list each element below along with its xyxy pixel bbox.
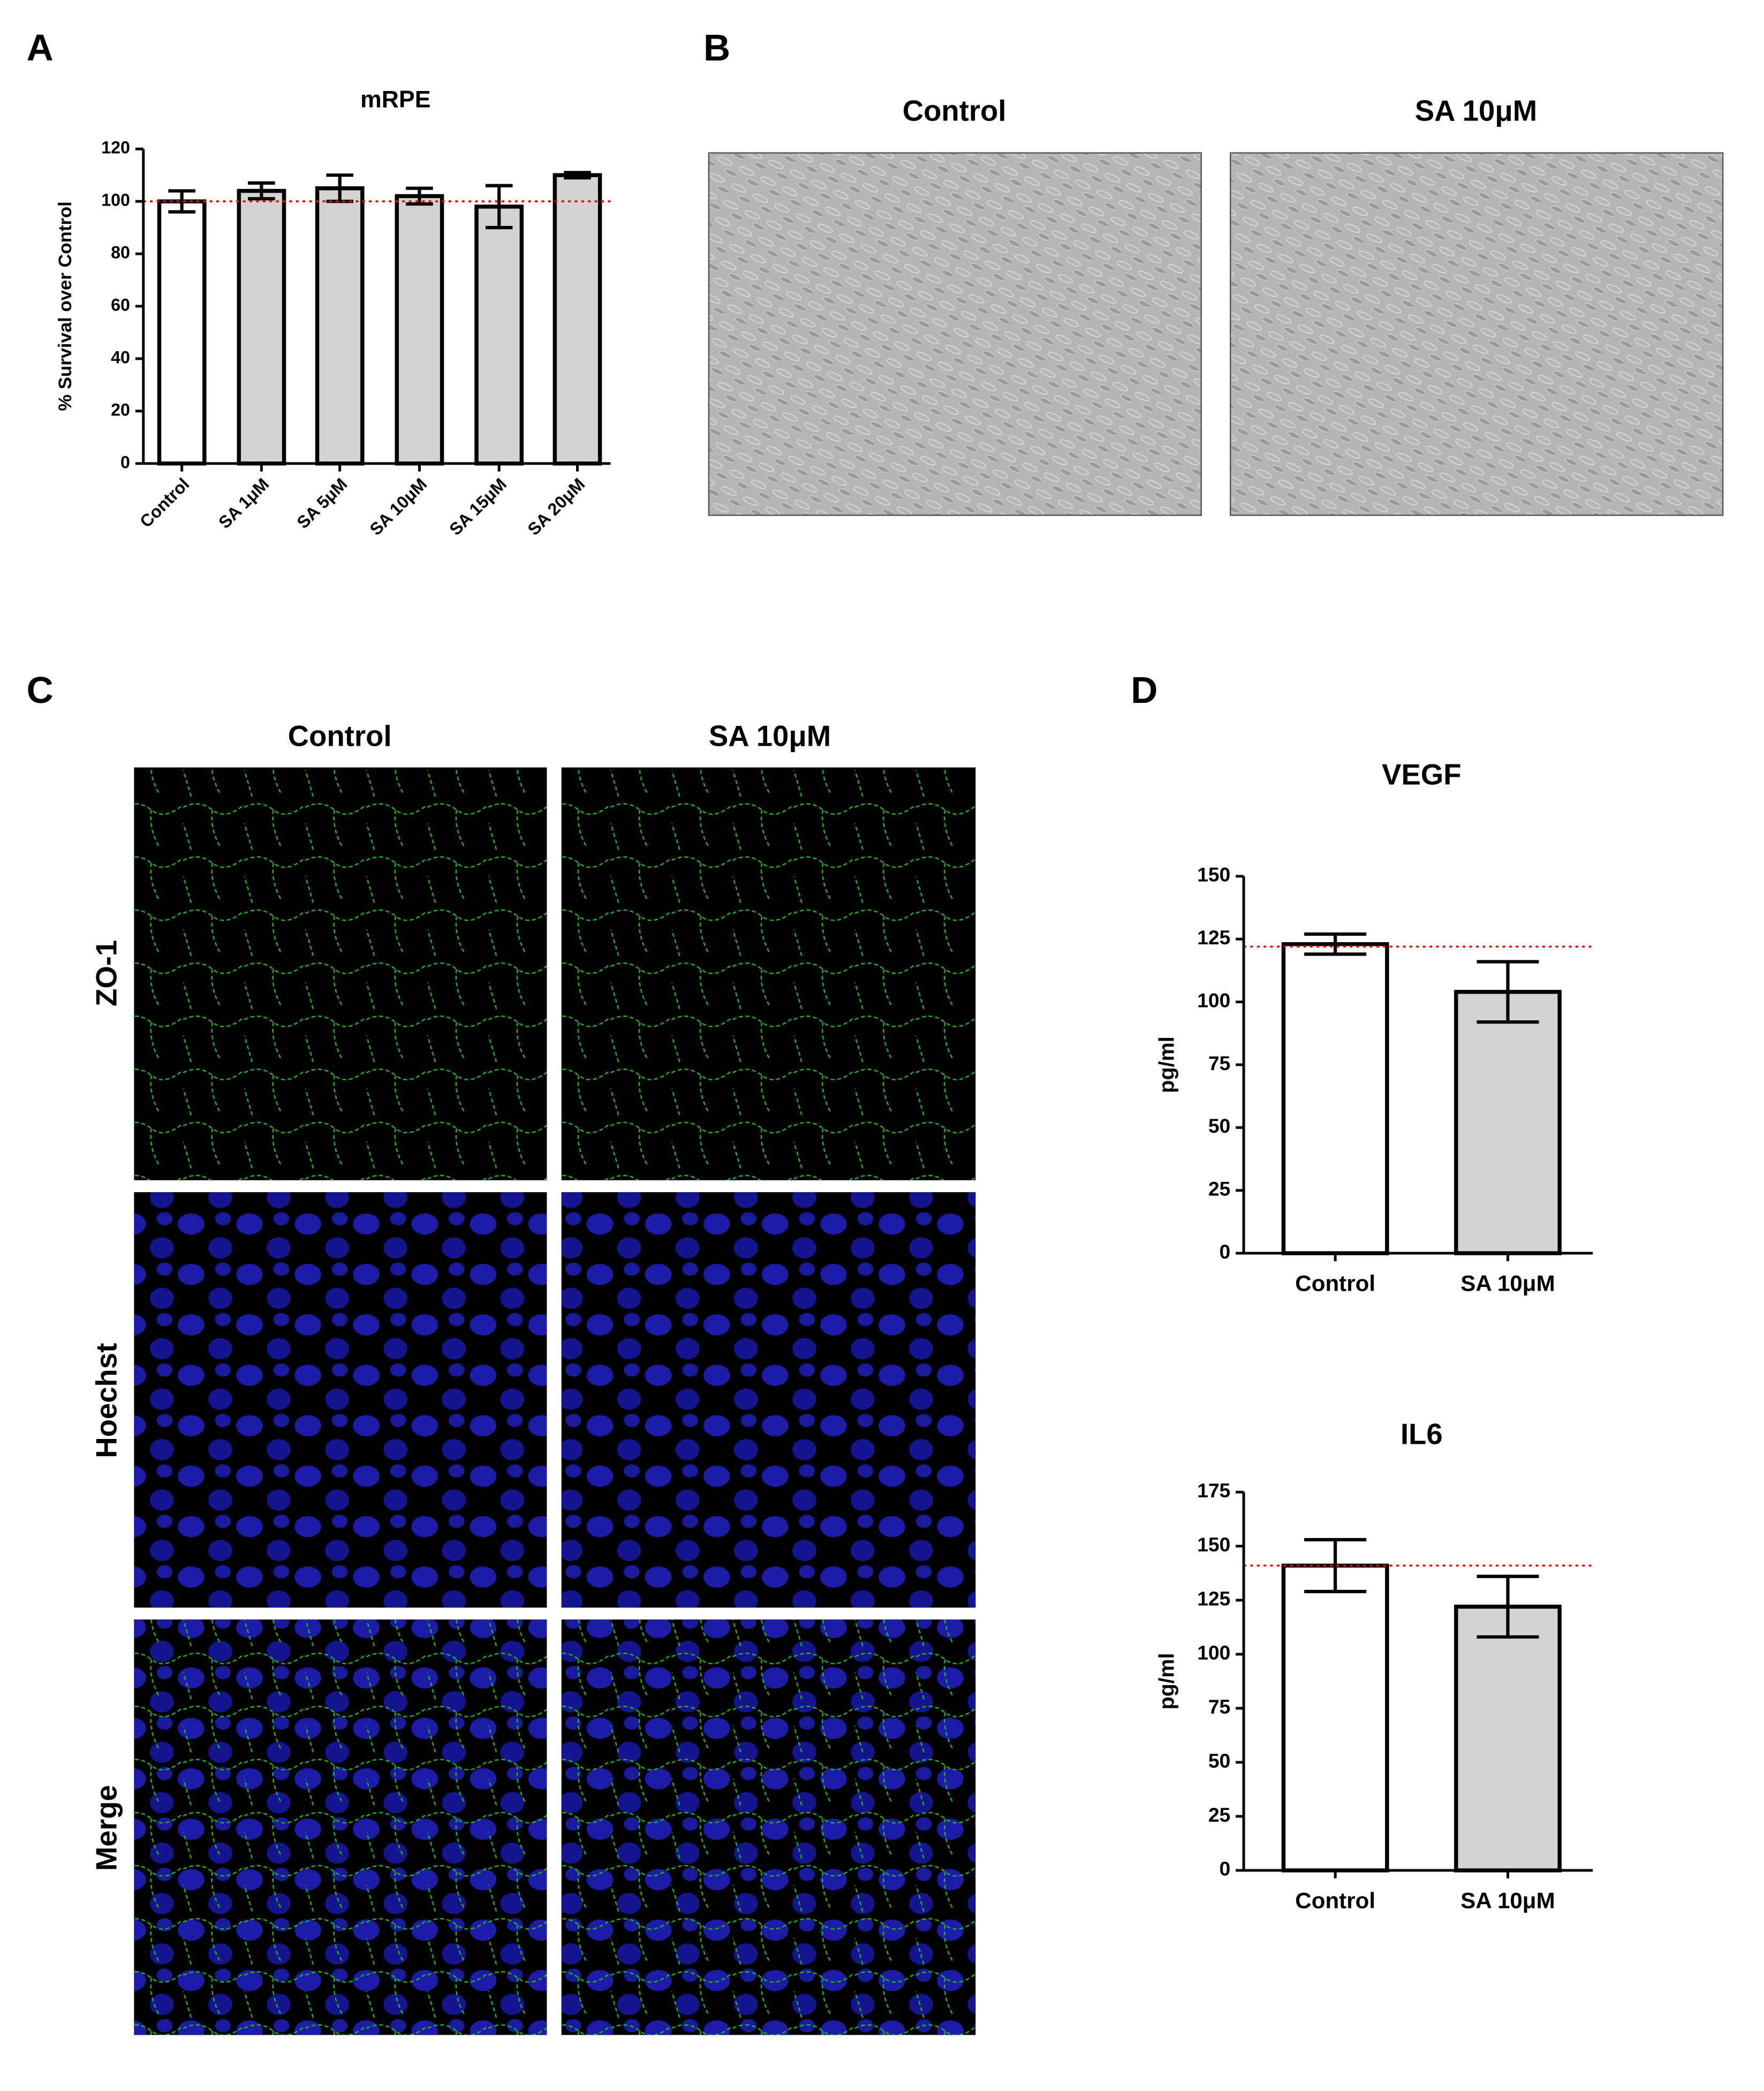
x-tick-label: Control: [136, 474, 193, 531]
x-tick-label: Control: [1295, 1271, 1375, 1296]
column-title: Control: [288, 719, 392, 752]
y-tick-label: 25: [1208, 1177, 1230, 1200]
y-tick-label: 0: [1220, 1240, 1231, 1263]
bar: [1454, 1604, 1562, 1873]
x-tick-label: Control: [1295, 1888, 1375, 1913]
error-bar: [1477, 960, 1539, 1024]
error-bar: [485, 184, 513, 230]
column-title: SA 10μM: [709, 719, 831, 752]
micrograph-grid: [134, 767, 976, 2035]
y-tick-label: 125: [1197, 1587, 1230, 1610]
x-tick-label: SA 10μM: [1460, 1271, 1555, 1296]
bar: [237, 188, 286, 466]
x-tick-label: SA 10μM: [1460, 1888, 1555, 1913]
y-tick-label: 100: [1197, 989, 1230, 1011]
row-title: ZO-1: [90, 940, 123, 1006]
y-tick-label: 40: [111, 347, 130, 367]
micrograph: [708, 152, 1202, 516]
panel-label: D: [1131, 669, 1157, 711]
error-bar: [564, 171, 591, 180]
bar: [474, 204, 524, 466]
bar: [157, 199, 207, 466]
y-tick-label: 50: [1208, 1749, 1230, 1772]
y-tick-label: 80: [111, 243, 130, 262]
bar: [1281, 942, 1389, 1255]
panel-label: A: [27, 27, 54, 69]
y-tick-label: 125: [1197, 926, 1230, 949]
x-tick-label: SA 1μM: [215, 474, 272, 532]
chart-title: IL6: [1400, 1418, 1443, 1451]
y-tick-label: 150: [1197, 863, 1230, 886]
x-tick-label: SA 5μM: [293, 474, 351, 532]
chart-title: mRPE: [360, 87, 430, 113]
panel-label: C: [27, 669, 54, 711]
y-tick-label: 60: [111, 296, 130, 315]
y-tick-label: 50: [1208, 1115, 1230, 1137]
x-tick-label: SA 15μM: [445, 474, 510, 539]
y-tick-label: 20: [111, 400, 130, 419]
micrograph: [1230, 152, 1724, 516]
y-tick-label: 120: [101, 138, 130, 157]
y-tick-label: 25: [1208, 1804, 1230, 1826]
y-axis-label: % Survival over Control: [55, 201, 75, 411]
x-tick-label: SA 20μM: [524, 474, 589, 539]
row-title: Merge: [90, 1785, 123, 1871]
y-tick-label: 150: [1197, 1533, 1230, 1556]
error-bar: [168, 189, 195, 214]
error-bar: [1477, 1574, 1539, 1639]
column-title: Control: [903, 95, 1006, 127]
bar: [315, 186, 365, 466]
panel-label: B: [703, 27, 730, 69]
chart-title: VEGF: [1382, 758, 1461, 791]
x-tick-label: SA 10μM: [366, 474, 431, 539]
column-title: SA 10μM: [1415, 95, 1537, 127]
error-bar: [1304, 1538, 1367, 1594]
row-title: Hoechst: [90, 1343, 123, 1458]
y-tick-label: 0: [1220, 1858, 1231, 1880]
y-tick-label: 75: [1208, 1695, 1230, 1718]
y-tick-label: 100: [101, 191, 130, 210]
y-tick-label: 100: [1197, 1641, 1230, 1664]
bar: [395, 194, 444, 466]
y-tick-label: 75: [1208, 1052, 1230, 1074]
bar: [552, 173, 602, 466]
error-bar: [248, 181, 275, 201]
error-bar: [406, 186, 433, 206]
bar: [1454, 990, 1562, 1255]
y-tick-label: 175: [1197, 1479, 1230, 1502]
error-bar: [1304, 932, 1367, 956]
y-axis-label: pg/ml: [1155, 1036, 1178, 1093]
bar: [1281, 1563, 1389, 1873]
y-tick-label: 0: [120, 452, 130, 472]
y-axis-label: pg/ml: [1155, 1653, 1178, 1710]
